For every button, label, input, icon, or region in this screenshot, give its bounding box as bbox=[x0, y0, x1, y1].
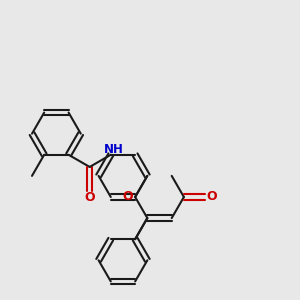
Text: O: O bbox=[122, 190, 133, 203]
Text: O: O bbox=[84, 191, 95, 204]
Text: O: O bbox=[207, 190, 218, 203]
Text: NH: NH bbox=[104, 143, 124, 156]
